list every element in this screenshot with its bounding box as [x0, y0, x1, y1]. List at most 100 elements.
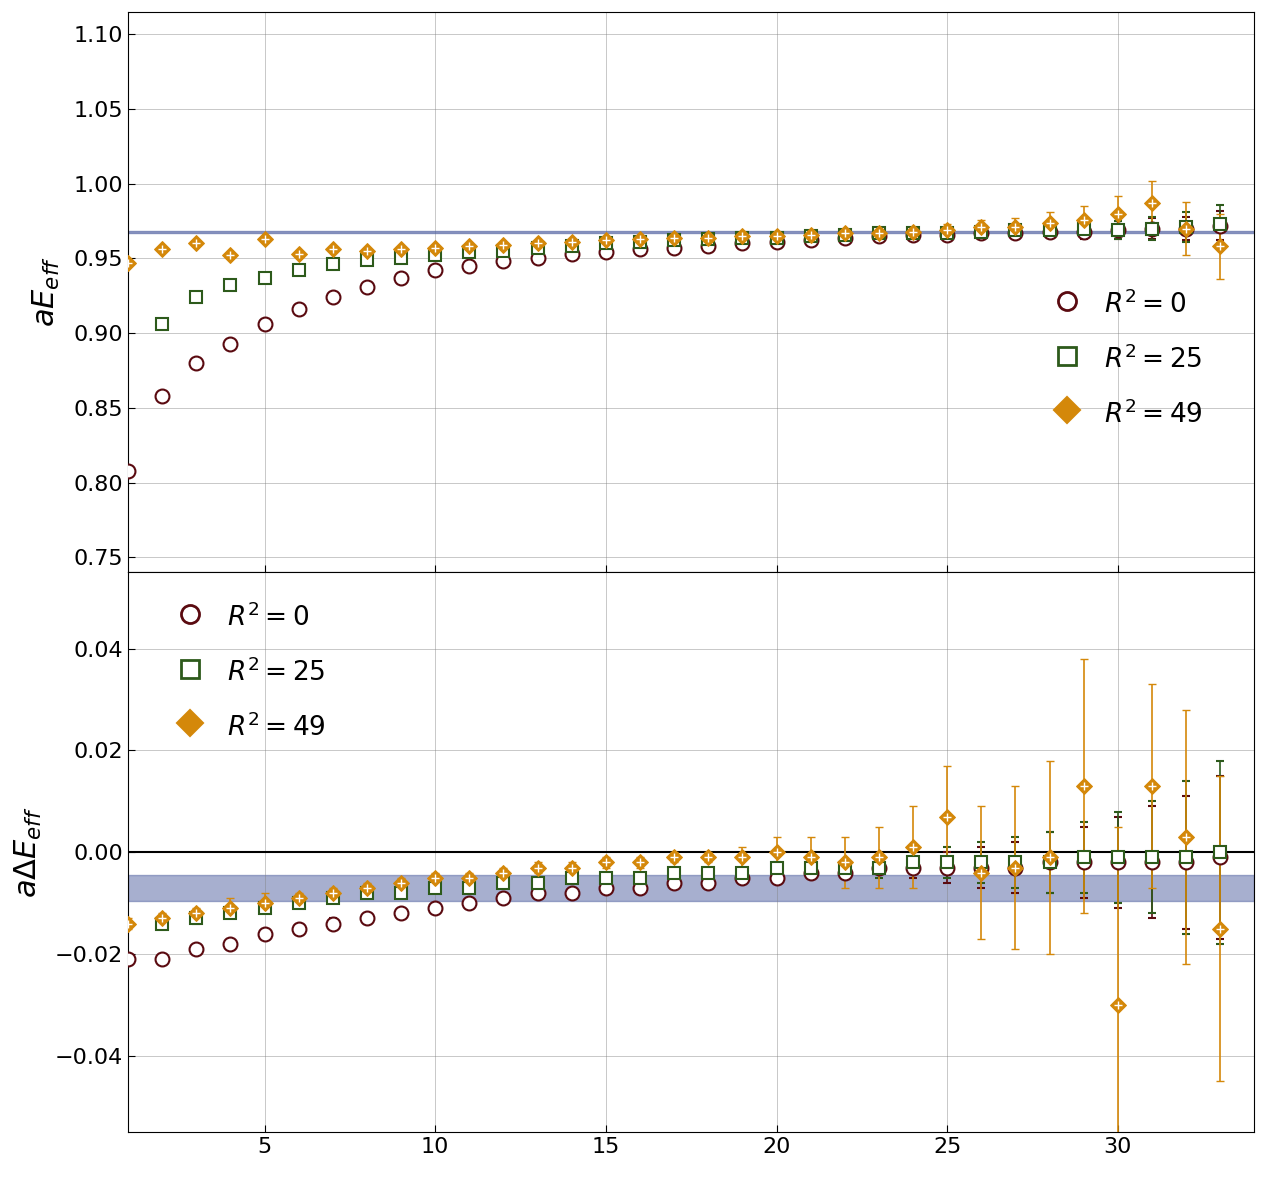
Point [288, 244, 308, 263]
Point [664, 228, 685, 247]
Point [562, 232, 582, 252]
Point [1210, 237, 1230, 256]
Point [1074, 210, 1094, 229]
Point [1074, 776, 1094, 795]
Point [255, 894, 275, 913]
Point [630, 230, 650, 249]
Point [732, 226, 753, 246]
Point [595, 853, 616, 873]
Point [869, 223, 890, 242]
Point [972, 217, 992, 236]
Point [288, 244, 308, 263]
Point [288, 888, 308, 907]
Point [493, 236, 513, 255]
Point [1176, 827, 1197, 846]
Point [732, 226, 753, 246]
Bar [128, 231, 1254, 234]
Point [390, 874, 411, 893]
Point [527, 858, 548, 877]
Bar [128, 875, 1254, 901]
Point [186, 234, 206, 253]
Point [152, 240, 173, 259]
Point [630, 853, 650, 873]
Point [390, 240, 411, 259]
Point [1039, 848, 1060, 867]
Point [357, 879, 378, 898]
Point [698, 848, 718, 867]
Point [800, 848, 820, 867]
Point [390, 874, 411, 893]
Point [835, 223, 855, 242]
Point [1142, 776, 1162, 795]
Point [357, 242, 378, 261]
Legend: $R^2=0$, $R^2=25$, $R^2=49$: $R^2=0$, $R^2=25$, $R^2=49$ [1041, 278, 1213, 441]
Point [698, 228, 718, 247]
Point [357, 242, 378, 261]
Point [186, 904, 206, 923]
Point [1107, 995, 1128, 1014]
Point [493, 236, 513, 255]
Point [1039, 213, 1060, 232]
Point [562, 858, 582, 877]
Point [595, 231, 616, 250]
Point [1210, 919, 1230, 938]
Point [390, 240, 411, 259]
Point [152, 909, 173, 929]
Point [152, 240, 173, 259]
Point [767, 226, 787, 246]
Point [460, 868, 480, 887]
Point [118, 914, 138, 933]
Point [255, 230, 275, 249]
Point [937, 807, 957, 826]
Point [1074, 776, 1094, 795]
Point [664, 848, 685, 867]
Point [800, 225, 820, 244]
Point [323, 883, 343, 902]
Point [902, 838, 923, 857]
Point [1005, 858, 1025, 877]
Point [288, 888, 308, 907]
Point [732, 848, 753, 867]
Point [972, 863, 992, 882]
Point [493, 863, 513, 882]
Point [255, 894, 275, 913]
Point [152, 909, 173, 929]
Point [1142, 776, 1162, 795]
Point [323, 240, 343, 259]
Point [800, 848, 820, 867]
Point [1176, 219, 1197, 238]
Point [1005, 217, 1025, 236]
Point [220, 246, 241, 265]
Point [835, 223, 855, 242]
Point [835, 853, 855, 873]
Point [664, 228, 685, 247]
Point [698, 848, 718, 867]
Point [425, 238, 445, 257]
Point [118, 254, 138, 273]
Point [767, 226, 787, 246]
Point [186, 904, 206, 923]
Point [767, 843, 787, 862]
Point [630, 230, 650, 249]
Point [595, 853, 616, 873]
Point [664, 848, 685, 867]
Point [220, 899, 241, 918]
Point [460, 868, 480, 887]
Point [425, 238, 445, 257]
Point [972, 217, 992, 236]
Point [1107, 204, 1128, 223]
Point [937, 807, 957, 826]
Point [1005, 858, 1025, 877]
Point [562, 858, 582, 877]
Point [118, 914, 138, 933]
Point [1210, 237, 1230, 256]
Point [323, 240, 343, 259]
Point [937, 221, 957, 240]
Point [630, 853, 650, 873]
Point [869, 223, 890, 242]
Point [902, 222, 923, 241]
Y-axis label: $a\Delta E_{eff}$: $a\Delta E_{eff}$ [13, 807, 44, 898]
Point [800, 225, 820, 244]
Point [1074, 210, 1094, 229]
Legend: $R^2=0$, $R^2=25$, $R^2=49$: $R^2=0$, $R^2=25$, $R^2=49$ [164, 591, 337, 753]
